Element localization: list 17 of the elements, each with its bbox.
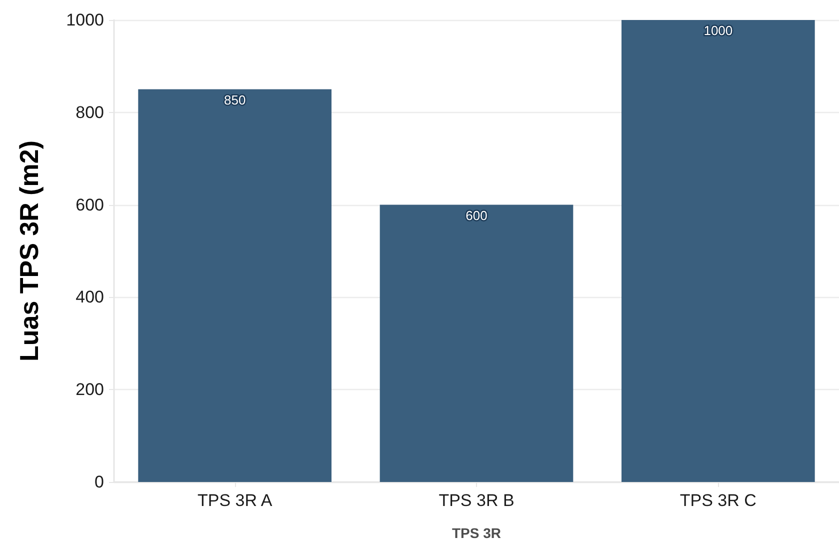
x-tick-label: TPS 3R C: [680, 491, 756, 510]
y-axis-title: Luas TPS 3R (m2): [14, 140, 44, 362]
x-tick-label: TPS 3R B: [438, 491, 514, 510]
bar: [138, 89, 332, 482]
data-label: 850: [224, 92, 246, 108]
data-label: 600: [466, 208, 488, 223]
y-tick-label: 400: [76, 288, 104, 307]
y-tick-label: 0: [94, 472, 104, 492]
x-tick-label: TPS 3R A: [198, 491, 273, 510]
y-tick-label: 600: [76, 195, 104, 214]
x-axis-title: TPS 3R: [452, 525, 502, 541]
y-tick-label: 200: [76, 380, 104, 400]
bar: [380, 204, 574, 482]
bar: [622, 20, 815, 482]
y-tick-label: 1000: [66, 10, 104, 30]
y-tick-label: 800: [76, 102, 104, 122]
data-label: 1000: [704, 23, 733, 38]
